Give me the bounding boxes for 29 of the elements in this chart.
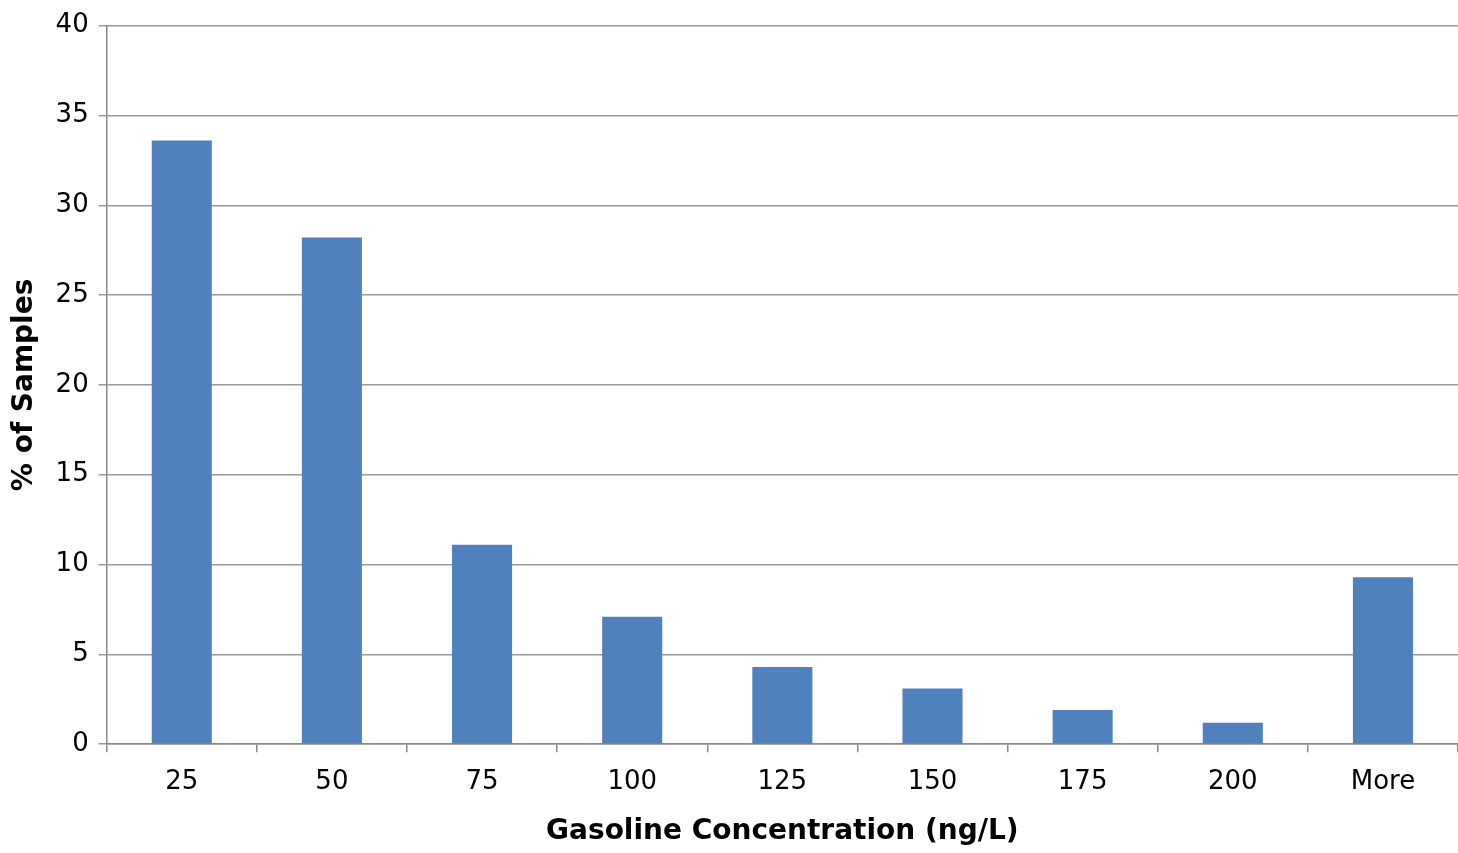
y-tick-label: 35 [55, 98, 89, 129]
x-tick-label: 100 [607, 764, 658, 795]
y-tick-label: 20 [55, 367, 89, 398]
bar [602, 616, 663, 744]
bar [301, 237, 362, 744]
x-tick-label: 200 [1207, 764, 1258, 795]
bar [1202, 722, 1263, 744]
y-tick-label: 25 [55, 277, 89, 308]
y-tick-label: 40 [55, 8, 89, 39]
x-tick-label: 25 [165, 764, 199, 795]
bar [1052, 710, 1113, 744]
y-tick-label: 15 [55, 457, 89, 488]
bar [902, 688, 963, 744]
bar [1352, 577, 1413, 744]
x-tick-label: 150 [907, 764, 958, 795]
bar [151, 140, 212, 744]
bar [752, 666, 813, 744]
x-axis-title: Gasoline Concentration (ng/L) [546, 813, 1019, 847]
x-tick-label: 125 [757, 764, 808, 795]
bar [452, 544, 513, 744]
x-tick-label: 175 [1057, 764, 1108, 795]
y-tick-label: 10 [55, 547, 89, 578]
y-tick-label: 0 [72, 726, 89, 757]
x-tick-label: 75 [465, 764, 499, 795]
y-axis-title: % of Samples [6, 278, 40, 492]
y-tick-label: 30 [55, 188, 89, 218]
x-tick-label: 50 [315, 764, 349, 795]
x-tick-label: More [1350, 764, 1416, 795]
y-tick-label: 5 [72, 637, 89, 668]
